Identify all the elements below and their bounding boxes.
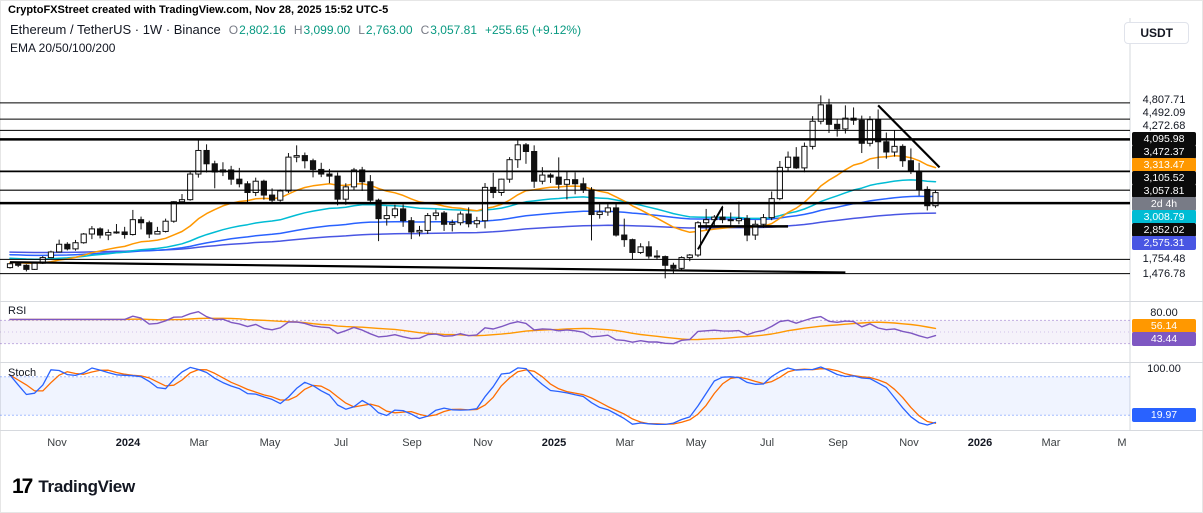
price-scale-label-last: 3,057.81 [1132, 184, 1196, 199]
price-scale-label-level: 2,852.02 [1132, 222, 1196, 237]
time-axis-label: M [1117, 437, 1127, 449]
rsi-ma-value-label: 56.14 [1132, 319, 1196, 334]
tradingview-logo[interactable]: 17 TradingView [12, 476, 135, 498]
time-axis-label: Jul [759, 437, 775, 449]
tradingview-logo-icon: 17 [12, 475, 33, 498]
time-axis-label: Mar [189, 437, 209, 449]
price-scale-label-ema200: 2,575.31 [1132, 235, 1196, 250]
price-scale-label-level: 3,472.37 [1132, 145, 1196, 160]
ohlc-high: H 3,099.00 [293, 23, 351, 37]
price-scale-label-level: 3,105.52 [1132, 171, 1196, 186]
price-scale-label-ema50: 3,008.79 [1132, 210, 1196, 224]
price-axis[interactable]: 4,807.71 4,492.09 4,272.68 4,095.98 3,472.37… [1130, 0, 1203, 430]
price-scale-label-grid: 4,272.68 [1142, 120, 1186, 133]
time-axis[interactable]: Nov 2024 Mar May Jul Sep Nov 2025 Mar May Jul Sep No… [0, 431, 1130, 457]
main-chart-canvas[interactable] [0, 0, 1203, 465]
ohlc-close: C 3,057.81 [420, 23, 477, 37]
stoch-pane-label[interactable]: Stoch [8, 367, 37, 379]
time-axis-label: May [259, 437, 281, 449]
time-axis-label: 2026 [967, 437, 993, 449]
price-scale-label-grid: 4,807.71 [1142, 94, 1186, 107]
time-axis-label: 2025 [541, 437, 567, 449]
time-axis-label: Sep [828, 437, 848, 449]
currency-toggle-button[interactable]: USDT [1124, 22, 1189, 44]
price-scale-label-level: 4,095.98 [1132, 132, 1196, 147]
time-axis-label: Nov [899, 437, 919, 449]
price-scale-label-grid: 1,476.78 [1142, 267, 1186, 280]
price-scale-label-grid: 4,492.09 [1142, 107, 1186, 120]
time-axis-label: Jul [333, 437, 349, 449]
watermark-text: CryptoFXStreet created with TradingView.… [8, 4, 389, 16]
time-axis-label: May [685, 437, 707, 449]
ema-indicator-legend[interactable]: EMA 20/50/100/200 [10, 41, 116, 55]
rsi-pane-label[interactable]: RSI [8, 305, 27, 317]
tradingview-logo-text: TradingView [38, 477, 135, 496]
symbol-row: Ethereum / TetherUS · 1W · Binance O 2,80… [10, 22, 581, 37]
time-axis-label: Mar [615, 437, 635, 449]
ohlc-open: O 2,802.16 [228, 23, 286, 37]
price-change: +255.65 (+9.12%) [485, 23, 582, 37]
stoch-grid-label: 100.00 [1147, 363, 1181, 375]
rsi-value-label: 43.44 [1132, 332, 1196, 347]
time-axis-label: Nov [47, 437, 67, 449]
time-axis-label: Sep [402, 437, 422, 449]
ohlc-low: L 2,763.00 [358, 23, 413, 37]
chart-legend: Ethereum / TetherUS · 1W · Binance O 2,80… [10, 22, 581, 55]
stoch-value-label: 19.97 [1132, 408, 1196, 423]
time-axis-label: Mar [1041, 437, 1061, 449]
rsi-grid-label: 80.00 [1150, 307, 1178, 320]
price-scale-label-ema20: 3,313.47 [1132, 158, 1196, 173]
price-scale-label-countdown: 2d 4h [1132, 197, 1196, 212]
time-axis-label: Nov [473, 437, 493, 449]
symbol-title[interactable]: Ethereum / TetherUS · 1W · Binance [10, 22, 221, 37]
price-scale-label-grid: 1,754.48 [1142, 253, 1186, 266]
time-axis-label: 2024 [115, 437, 141, 449]
